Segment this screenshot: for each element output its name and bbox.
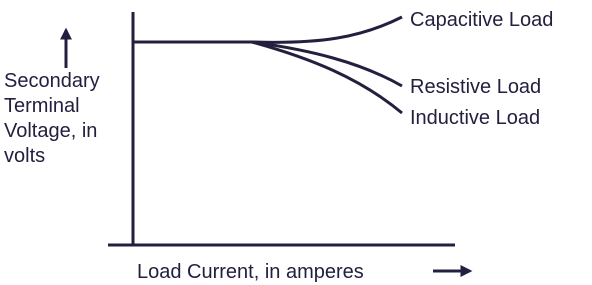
resistive-curve <box>251 40 403 88</box>
curve-label: Resistive Load <box>410 76 541 98</box>
x-axis-label: Load Current, in amperes <box>137 261 364 283</box>
y-axis-label: Terminal <box>4 95 80 117</box>
capacitive-curve <box>251 15 403 44</box>
y-axis-label: Secondary <box>4 70 100 92</box>
curve-label: Inductive Load <box>410 107 540 129</box>
y-axis-label: Voltage, in <box>4 120 97 142</box>
y-axis-label: volts <box>4 145 45 167</box>
curve-label: Capacitive Load <box>410 9 553 31</box>
inductive-curve <box>251 40 403 115</box>
